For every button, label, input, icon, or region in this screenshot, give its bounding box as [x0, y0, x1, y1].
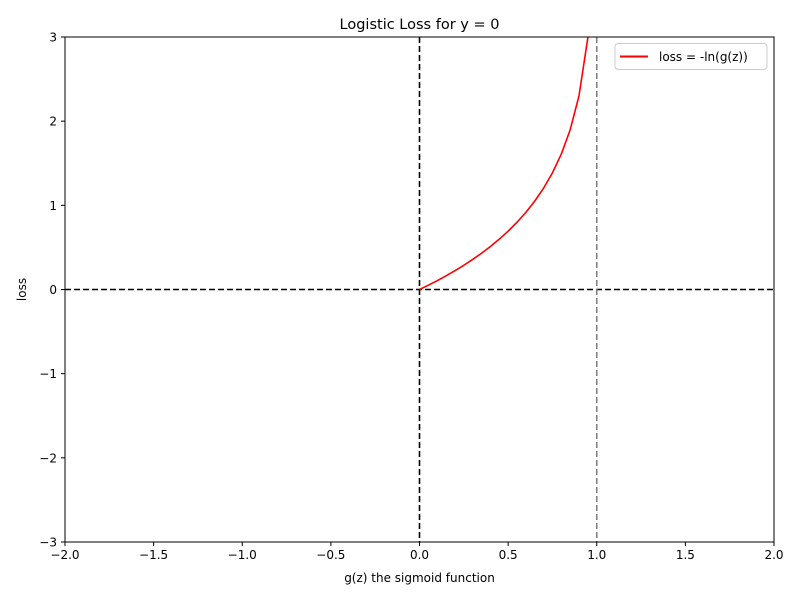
x-tick-label: −2.0	[50, 548, 79, 562]
x-tick-label: 0.0	[410, 548, 429, 562]
y-tick-label: 3	[49, 31, 57, 45]
x-axis-label: g(z) the sigmoid function	[344, 571, 495, 585]
y-tick-label: −1	[39, 367, 57, 381]
x-tick-label: 2.0	[764, 548, 783, 562]
y-tick-label: 0	[49, 283, 57, 297]
y-tick-label: −3	[39, 536, 57, 550]
legend: loss = -ln(g(z))	[614, 43, 768, 70]
y-axis-label: loss	[15, 278, 29, 301]
x-tick-label: 0.5	[499, 548, 518, 562]
x-tick-label: −0.5	[316, 548, 345, 562]
y-tick-label: −2	[39, 451, 57, 465]
y-tick-label: 1	[49, 199, 57, 213]
x-tick-label: 1.5	[676, 548, 695, 562]
loss-curve-line	[419, 37, 589, 291]
x-tick-label: 1.0	[587, 548, 606, 562]
chart-title: Logistic Loss for y = 0	[340, 17, 500, 33]
x-tick-label: −1.0	[228, 548, 257, 562]
legend-box	[614, 43, 768, 70]
x-tick-label: −1.5	[139, 548, 168, 562]
legend-label: loss = -ln(g(z))	[659, 50, 748, 64]
y-tick-label: 2	[49, 115, 57, 129]
